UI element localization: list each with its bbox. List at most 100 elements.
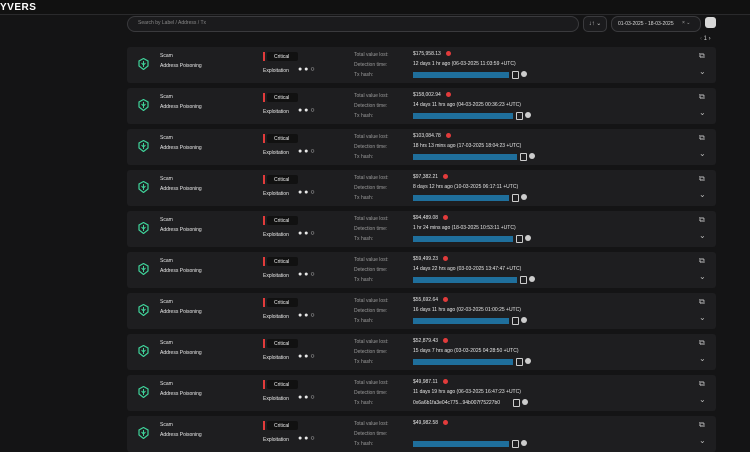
severity-badge: Critical: [267, 216, 298, 225]
incident-row[interactable]: Scam Address Poisoning Critical Exploitatio…: [127, 47, 716, 83]
explorer-icon[interactable]: [525, 112, 531, 118]
copy-icon[interactable]: [513, 399, 520, 407]
expand-icon[interactable]: ⌄: [699, 149, 706, 158]
copy-icon[interactable]: [512, 317, 519, 325]
explorer-icon[interactable]: [521, 440, 527, 446]
explorer-icon[interactable]: [525, 358, 531, 364]
expand-icon[interactable]: ⌄: [699, 190, 706, 199]
copy-icon[interactable]: [516, 358, 523, 366]
explorer-icon[interactable]: [521, 71, 527, 77]
expand-icon[interactable]: ⌄: [699, 395, 706, 404]
incident-icon: [138, 221, 149, 236]
severity-badge: Critical: [267, 257, 298, 266]
expand-icon[interactable]: ⌄: [699, 67, 706, 76]
link-icon[interactable]: ⧉: [699, 256, 705, 265]
link-icon[interactable]: ⧉: [699, 133, 705, 142]
incident-row[interactable]: Scam Address Poisoning Critical Exploitatio…: [127, 88, 716, 124]
severity: Critical: [274, 54, 290, 60]
detection-time-label: Detection time:: [354, 390, 388, 396]
search-box[interactable]: Search by Label / Address / Tx: [127, 16, 579, 32]
prev-page[interactable]: ‹: [700, 36, 704, 42]
stage: Exploitation: [263, 150, 289, 156]
severity: Critical: [274, 300, 290, 306]
link-icon[interactable]: ⧉: [699, 174, 705, 183]
copy-icon[interactable]: [512, 71, 519, 79]
severity-marker: [263, 175, 265, 184]
link-icon[interactable]: ⧉: [699, 92, 705, 101]
link-icon[interactable]: ⧉: [699, 297, 705, 306]
stage: Exploitation: [263, 232, 289, 238]
expand-icon[interactable]: ⌄: [699, 272, 706, 281]
incident-row[interactable]: Scam Address Poisoning Critical Exploitatio…: [127, 416, 716, 452]
expand-icon[interactable]: ⌄: [699, 231, 706, 240]
value-lost-label: Total value lost:: [354, 93, 389, 99]
link-icon[interactable]: ⧉: [699, 215, 705, 224]
value-lost: $94,489.08: [413, 215, 439, 221]
incident-row[interactable]: Scam Address Poisoning Critical Exploitatio…: [127, 375, 716, 411]
link-icon[interactable]: ⧉: [699, 51, 705, 60]
tx-hash-label: Tx hash:: [354, 113, 374, 119]
tx-hash-label: Tx hash:: [354, 318, 374, 324]
incident-row[interactable]: Scam Address Poisoning Critical Exploitatio…: [127, 170, 716, 206]
date-controls[interactable]: × ⌄: [682, 20, 691, 26]
stage: Exploitation: [263, 273, 289, 279]
date-range-picker[interactable]: 01-03-2025 - 18-03-2025 × ⌄: [611, 16, 701, 32]
incident-row[interactable]: Scam Address Poisoning Critical Exploitatio…: [127, 211, 716, 247]
stage-dots: ● ● ○: [298, 394, 315, 401]
explorer-icon[interactable]: [521, 194, 527, 200]
detection-time-label: Detection time:: [354, 185, 388, 191]
copy-icon[interactable]: [520, 276, 527, 284]
detection-time: 14 days 22 hrs ago (03-03-2025 13:47:47 …: [413, 266, 522, 272]
detection-time-label: Detection time:: [354, 226, 388, 232]
alert-dot: [445, 133, 451, 138]
severity-badge: Critical: [267, 52, 298, 61]
incident-row[interactable]: Scam Address Poisoning Critical Exploitatio…: [127, 293, 716, 329]
stage: Exploitation: [263, 314, 289, 320]
stage: Exploitation: [263, 437, 289, 443]
severity: Critical: [274, 382, 290, 388]
alert-dot: [443, 256, 448, 261]
category: Scam: [160, 217, 173, 223]
explorer-icon[interactable]: [529, 153, 535, 159]
explorer-icon[interactable]: [522, 399, 528, 405]
calendar-button[interactable]: [705, 17, 716, 28]
severity-badge: Critical: [267, 298, 298, 307]
tx-hash-label: Tx hash:: [354, 195, 374, 201]
alert-dot: [443, 420, 448, 425]
category: Scam: [160, 422, 173, 428]
tx-hash-redacted: [413, 277, 517, 283]
incident-row[interactable]: Scam Address Poisoning Critical Exploitatio…: [127, 334, 716, 370]
incident-type: Address Poisoning: [160, 145, 202, 151]
copy-icon[interactable]: [512, 194, 519, 202]
link-icon[interactable]: ⧉: [699, 379, 705, 388]
link-icon[interactable]: ⧉: [699, 338, 705, 347]
incident-row[interactable]: Scam Address Poisoning Critical Exploitatio…: [127, 252, 716, 288]
severity: Critical: [274, 341, 290, 347]
detection-time-label: Detection time:: [354, 267, 388, 273]
expand-icon[interactable]: ⌄: [699, 354, 706, 363]
detection-time: 8 days 12 hrs ago (10-03-2025 06:17:11 +…: [413, 184, 519, 190]
link-icon[interactable]: ⧉: [699, 420, 705, 429]
severity: Critical: [274, 177, 290, 183]
sort-button[interactable]: ↓↑ ⌄: [583, 16, 607, 32]
category: Scam: [160, 94, 173, 100]
explorer-icon[interactable]: [525, 235, 531, 241]
expand-icon[interactable]: ⌄: [699, 108, 706, 117]
copy-icon[interactable]: [516, 235, 523, 243]
value-lost: $175,958.13: [413, 51, 441, 57]
explorer-icon[interactable]: [529, 276, 535, 282]
value-lost-label: Total value lost:: [354, 216, 389, 222]
severity-badge: Critical: [267, 339, 298, 348]
copy-icon[interactable]: [520, 153, 527, 161]
copy-icon[interactable]: [516, 112, 523, 120]
page-number[interactable]: 1: [703, 36, 708, 42]
expand-icon[interactable]: ⌄: [699, 313, 706, 322]
expand-icon[interactable]: ⌄: [699, 436, 706, 445]
explorer-icon[interactable]: [521, 317, 527, 323]
next-page[interactable]: ›: [707, 36, 711, 42]
tx-hash: 0x6a6b1fa3e04c775...94b007f75227b0: [413, 400, 501, 406]
date-range: 01-03-2025 - 18-03-2025: [618, 21, 674, 27]
value-lost-label: Total value lost:: [354, 134, 389, 140]
copy-icon[interactable]: [512, 440, 519, 448]
incident-row[interactable]: Scam Address Poisoning Critical Exploitatio…: [127, 129, 716, 165]
